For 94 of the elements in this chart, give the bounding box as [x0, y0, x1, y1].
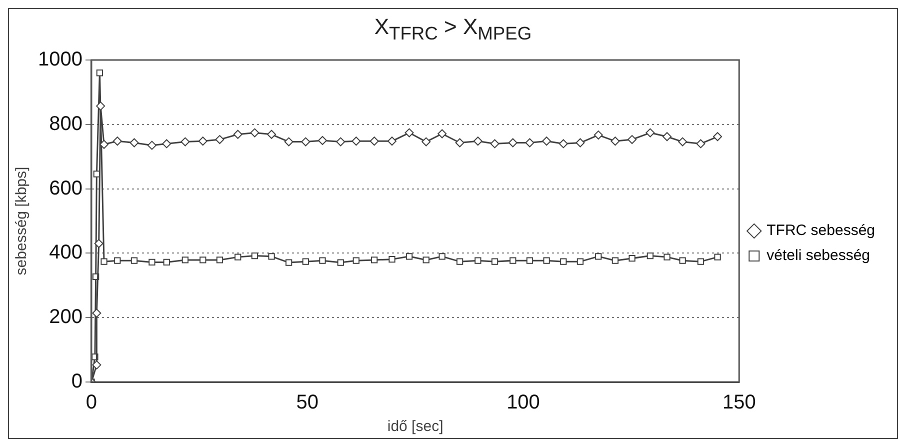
- point: [370, 136, 379, 146]
- point: [234, 254, 242, 260]
- point: [130, 257, 138, 264]
- legend-label: vételi sebesség: [766, 247, 870, 264]
- point: [491, 258, 498, 265]
- point: [404, 128, 414, 138]
- point: [542, 136, 552, 146]
- point: [525, 138, 534, 148]
- y-tick-label: 200: [49, 306, 82, 328]
- point: [678, 137, 688, 146]
- point: [576, 138, 585, 148]
- y-tick-label: 400: [49, 242, 82, 264]
- point: [148, 258, 156, 266]
- point: [92, 308, 102, 318]
- point: [664, 254, 670, 260]
- point: [250, 128, 260, 138]
- y-axis-title: sebesség [kbps]: [13, 166, 30, 276]
- point: [370, 256, 378, 264]
- point: [388, 256, 396, 263]
- point: [198, 136, 208, 146]
- point: [595, 253, 602, 260]
- point: [610, 136, 620, 146]
- point: [490, 139, 500, 148]
- x-tick-label: 150: [722, 392, 756, 414]
- chart-title: X$_{TFRC}$ > X$_{MPEG}$: [373, 13, 533, 45]
- point: [455, 138, 464, 148]
- x-axis-title: idő [sec]: [387, 418, 444, 436]
- point: [713, 132, 722, 142]
- point: [318, 136, 327, 145]
- x-tick-label: 50: [296, 392, 318, 414]
- point: [285, 259, 292, 266]
- x-tick-label: 100: [506, 392, 540, 414]
- point: [180, 137, 190, 146]
- point: [474, 257, 482, 264]
- point: [163, 258, 170, 266]
- point: [543, 257, 550, 264]
- point: [628, 135, 637, 144]
- point: [100, 258, 108, 265]
- point: [337, 259, 344, 266]
- point: [284, 137, 294, 146]
- point: [200, 256, 206, 264]
- point: [215, 135, 224, 144]
- point: [302, 258, 309, 265]
- point: [319, 257, 326, 264]
- point: [510, 257, 516, 264]
- point: [387, 136, 396, 146]
- y-tick-label: 0: [71, 370, 82, 393]
- point: [696, 139, 706, 148]
- point: [526, 257, 534, 264]
- point: [233, 130, 242, 139]
- point: [92, 360, 102, 370]
- point: [679, 257, 686, 264]
- point: [100, 140, 109, 149]
- point: [268, 253, 275, 260]
- point: [508, 138, 518, 148]
- y-tick-label: 600: [49, 177, 82, 200]
- point: [646, 128, 655, 138]
- point: [336, 137, 346, 146]
- point: [216, 256, 224, 264]
- point: [114, 257, 121, 264]
- point: [456, 258, 464, 265]
- point: [96, 102, 106, 111]
- point: [646, 252, 654, 260]
- y-tick-label: 1000: [38, 48, 82, 71]
- y-tick-label: 800: [49, 112, 82, 135]
- point: [352, 136, 361, 146]
- legend-label: TFRC sebesség: [766, 222, 876, 240]
- point: [94, 239, 104, 248]
- point: [267, 130, 276, 139]
- x-tick-label: 0: [86, 392, 98, 414]
- point: [301, 137, 310, 146]
- point: [422, 137, 431, 146]
- point: [112, 136, 122, 146]
- point: [560, 258, 567, 265]
- point: [147, 140, 156, 150]
- point: [473, 136, 482, 146]
- point: [594, 130, 603, 140]
- point: [438, 129, 447, 138]
- point: [662, 132, 672, 142]
- point: [352, 257, 360, 264]
- point: [130, 138, 139, 148]
- point: [251, 252, 258, 260]
- point: [628, 255, 636, 262]
- point: [422, 256, 430, 264]
- point: [576, 258, 584, 265]
- point: [697, 258, 704, 265]
- point: [96, 70, 104, 76]
- point: [714, 254, 721, 260]
- point: [406, 253, 413, 260]
- point: [558, 139, 568, 148]
- point: [162, 139, 172, 148]
- point: [438, 253, 446, 260]
- point: [182, 256, 189, 264]
- point: [612, 257, 619, 264]
